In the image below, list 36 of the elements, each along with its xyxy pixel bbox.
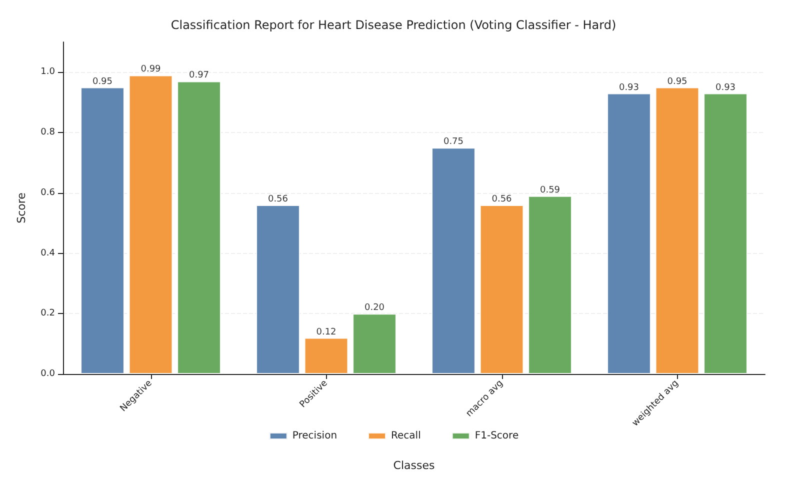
bar [256, 204, 300, 374]
data-label: 0.93 [618, 82, 640, 93]
bar [528, 196, 572, 374]
y-tick-label: 1.0 [40, 67, 56, 78]
legend-label: F1-Score [474, 430, 519, 442]
y-tick-label: 0.8 [40, 128, 56, 138]
bar [655, 87, 700, 374]
data-label: 0.99 [140, 64, 162, 75]
data-label: 0.97 [188, 70, 210, 81]
data-label: 0.56 [492, 194, 512, 204]
data-label: 0.59 [540, 185, 560, 196]
bar [128, 75, 173, 374]
bar [432, 148, 476, 374]
chart-title: Classification Report for Heart Disease Prediction (Voting Classifier - Hard) [170, 18, 616, 32]
data-label: 0.12 [316, 327, 336, 338]
data-label: 0.75 [443, 137, 464, 148]
bar [177, 81, 221, 374]
data-label: 0.56 [268, 194, 288, 204]
legend-label: Recall [391, 430, 421, 442]
y-tick-label: 0.2 [40, 308, 55, 319]
bar [607, 93, 651, 374]
bar [80, 87, 124, 374]
data-label: 0.95 [92, 76, 113, 87]
bar [704, 93, 748, 374]
legend-label: Precision [292, 430, 338, 442]
y-axis-title: Score [15, 192, 28, 224]
data-label: 0.20 [364, 303, 385, 314]
data-label: 0.93 [715, 82, 736, 93]
data-label: 0.95 [667, 76, 688, 87]
y-tick-label: 0.4 [40, 248, 56, 258]
y-tick-label: 0.6 [40, 188, 56, 198]
bar [304, 338, 348, 374]
x-axis-title: Classes [393, 459, 435, 472]
bar [480, 204, 524, 374]
bar [352, 314, 396, 374]
y-tick-label: 0.0 [40, 369, 56, 379]
